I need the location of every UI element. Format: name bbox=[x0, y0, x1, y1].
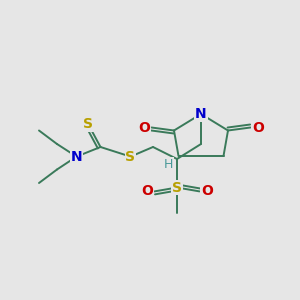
Text: O: O bbox=[138, 121, 150, 134]
Text: S: S bbox=[125, 150, 136, 164]
Text: O: O bbox=[201, 184, 213, 198]
Text: N: N bbox=[71, 150, 82, 164]
Text: S: S bbox=[172, 181, 182, 194]
Text: S: S bbox=[83, 117, 94, 131]
Text: O: O bbox=[252, 121, 264, 134]
Text: O: O bbox=[141, 184, 153, 198]
Text: H: H bbox=[164, 158, 173, 171]
Text: N: N bbox=[195, 107, 207, 121]
